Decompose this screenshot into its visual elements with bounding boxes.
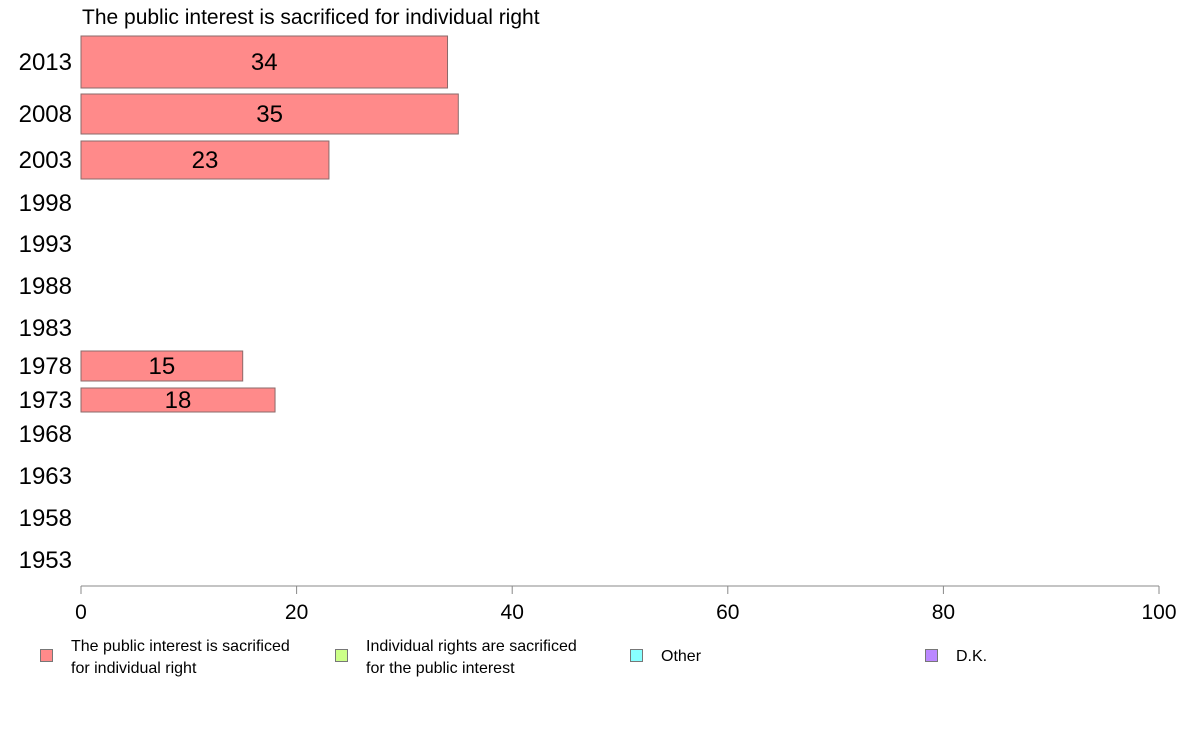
x-tick-label: 60 [716,601,739,624]
x-tick-label: 100 [1141,601,1176,624]
y-tick-label: 1998 [19,190,72,217]
y-tick-label: 1983 [19,315,72,342]
legend-item: Individual rights are sacrificed for the… [335,636,626,680]
bar [80,93,459,135]
y-tick-label: 1968 [19,421,72,448]
y-tick-label: 2008 [19,101,72,128]
legend-label: Other [661,636,921,668]
data-label: 15 [148,353,175,380]
y-tick-label: 1953 [19,547,72,574]
legend-label-line1: The public interest is sacrificed [71,638,290,655]
y-tick-label: 1988 [19,273,72,300]
x-tick-label: 20 [285,601,308,624]
x-tick-label: 40 [501,601,524,624]
y-tick-label: 1963 [19,463,72,490]
bar [80,350,244,382]
legend-item: The public interest is sacrificed for in… [40,636,331,680]
legend-item: Other [630,636,921,668]
chart-title: The public interest is sacrificed for in… [82,6,540,29]
legend-label-line2: for individual right [71,660,197,677]
legend-label: D.K. [956,636,1188,668]
legend-label-line1: Individual rights are sacrificed [366,638,577,655]
y-tick-label: 1973 [19,387,72,414]
y-tick-label: 1978 [19,353,72,380]
legend-label-line1: Other [661,648,702,665]
legend-label-line1: D.K. [956,648,988,665]
legend-label: Individual rights are sacrificed for the… [366,636,626,680]
legend-label: The public interest is sacrificed for in… [71,636,331,680]
legend-swatch [630,649,643,662]
bar [80,35,449,89]
y-tick-label: 1958 [19,505,72,532]
data-label: 34 [251,49,278,76]
x-tick-label: 80 [932,601,955,624]
data-label: 23 [192,147,219,174]
legend: The public interest is sacrificed for in… [0,636,1188,686]
legend-label-line2: for the public interest [366,660,515,677]
bar-chart: 2013 34 2008 35 2003 23 1998 1993 1988 1983 1978 15… [19,35,1177,624]
x-tick-label: 0 [75,601,87,624]
legend-swatch [335,649,348,662]
legend-swatch [40,649,53,662]
y-tick-label: 1993 [19,231,72,258]
y-tick-label: 2013 [19,49,72,76]
data-label: 35 [256,101,283,128]
legend-item: D.K. [925,636,1188,668]
data-label: 18 [165,387,192,414]
y-tick-label: 2003 [19,147,72,174]
bar [80,387,276,413]
legend-swatch [925,649,938,662]
bar [80,140,330,180]
